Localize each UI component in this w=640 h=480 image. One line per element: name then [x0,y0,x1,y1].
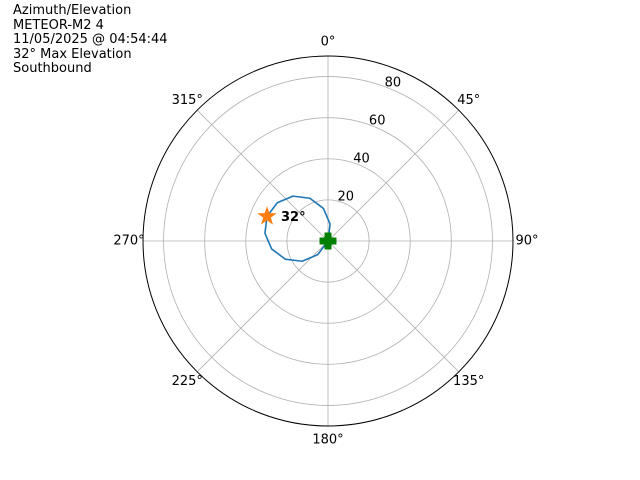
radial-tick-label: 20 [337,190,354,205]
angle-tick-label: 0° [321,35,336,50]
max-elevation-marker [257,206,277,225]
angular-gridline [196,109,329,242]
radial-tick-label: 60 [369,114,386,129]
title-line: 32° Max Elevation [13,46,132,62]
angle-tick-label: 180° [312,433,343,448]
angle-tick-label: 45° [457,93,480,108]
title-line: METEOR-M2 4 [13,17,104,33]
angle-tick-label: 270° [113,234,144,249]
angular-gridline [327,240,460,373]
angle-tick-label: 135° [453,374,484,389]
title-line: Azimuth/Elevation [13,3,132,18]
satellite-track [264,195,331,263]
angle-tick-label: 90° [515,234,538,249]
title-line: 11/05/2025 @ 04:54:44 [13,32,168,48]
start-marker [319,232,337,250]
chart-title: Azimuth/Elevation METEOR-M2 4 11/05/2025… [13,3,168,77]
angle-tick-label: 315° [172,93,203,108]
radial-tick-label: 40 [353,152,370,167]
polar-frame [142,55,514,427]
angular-gridline [327,109,460,242]
radial-tick-label: 80 [385,76,402,91]
angular-gridline [196,240,329,373]
max-elevation-label: 32° [281,210,306,225]
angle-tick-label: 225° [172,374,203,389]
title-line: Southbound [13,61,92,77]
